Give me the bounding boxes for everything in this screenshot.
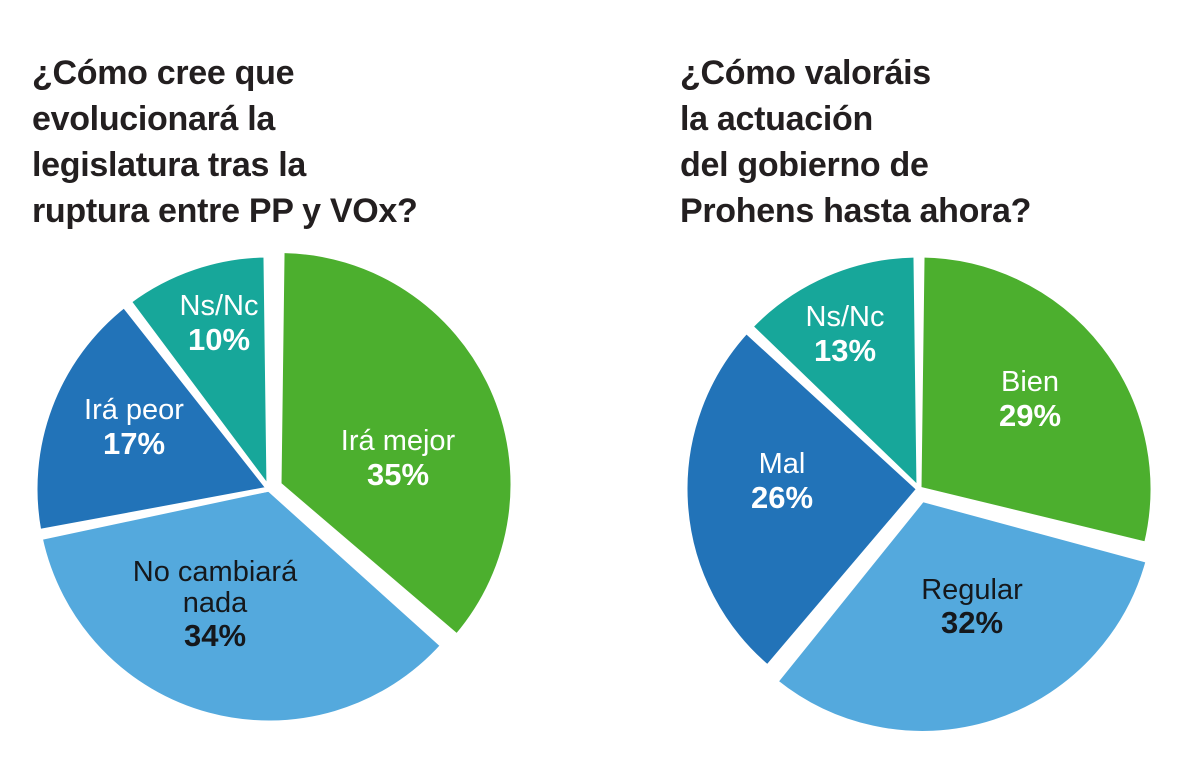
chart-panel-evolucion-legislatura: ¿Cómo cree que evolucionará la legislatu… [32, 54, 418, 231]
chart-panel-valoracion-gobierno: ¿Cómo valoráis la actuación del gobierno… [640, 0, 1200, 766]
page-title-evolucion-legislatura: ¿Cómo cree que evolucionará la legislatu… [32, 54, 418, 231]
page-title-valoracion-gobierno: ¿Cómo valoráis la actuación del gobierno… [680, 54, 1032, 231]
